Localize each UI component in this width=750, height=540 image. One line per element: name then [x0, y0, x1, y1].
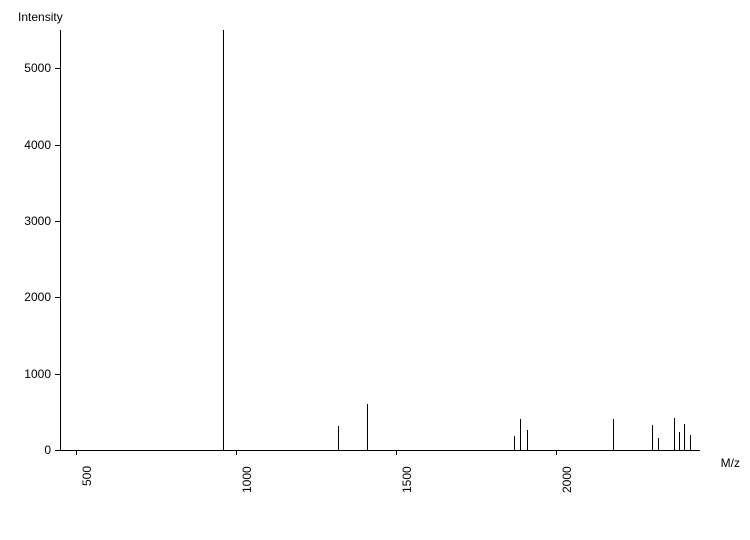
peak: [338, 426, 339, 450]
y-tick-label: 0: [0, 443, 51, 457]
peak: [658, 438, 659, 450]
x-axis-label: M/z: [721, 456, 740, 470]
y-tick: [55, 374, 60, 375]
peak: [684, 424, 685, 450]
x-tick: [556, 450, 557, 455]
peak: [520, 419, 521, 450]
x-tick-label: 1500: [400, 466, 414, 493]
x-tick-label: 500: [80, 466, 94, 486]
y-tick-label: 4000: [0, 138, 51, 152]
y-tick-label: 5000: [0, 61, 51, 75]
x-tick: [396, 450, 397, 455]
y-tick: [55, 145, 60, 146]
peak: [679, 432, 680, 450]
peak: [613, 419, 614, 450]
peak: [690, 435, 691, 450]
y-tick: [55, 450, 60, 451]
y-tick: [55, 297, 60, 298]
peak: [652, 425, 653, 450]
x-tick: [76, 450, 77, 455]
peak: [527, 430, 528, 450]
peak: [367, 404, 368, 450]
x-tick-label: 2000: [560, 466, 574, 493]
y-axis-label: Intensity: [18, 10, 63, 24]
y-tick: [55, 221, 60, 222]
y-axis: [60, 30, 61, 450]
peak: [674, 418, 675, 450]
peak: [514, 436, 515, 450]
y-tick-label: 2000: [0, 290, 51, 304]
y-tick-label: 1000: [0, 367, 51, 381]
mass-spectrum-chart: Intensity M/z 0 1000 2000 3000 4000 5000 500 1…: [0, 0, 750, 540]
y-tick-label: 3000: [0, 214, 51, 228]
y-tick: [55, 68, 60, 69]
x-tick: [236, 450, 237, 455]
x-axis: [60, 450, 700, 451]
x-tick-label: 1000: [240, 466, 254, 493]
peak: [223, 30, 224, 450]
